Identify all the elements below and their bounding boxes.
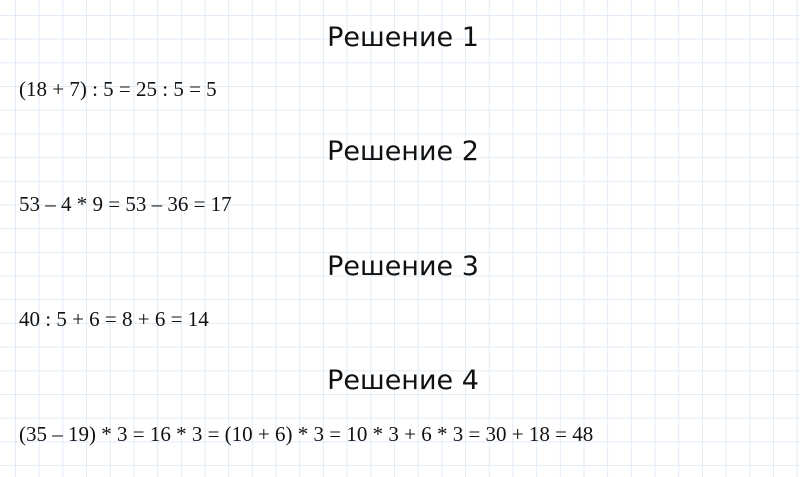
solution-1-equation: (18 + 7) : 5 = 25 : 5 = 5 bbox=[19, 77, 217, 101]
solution-4-equation: (35 – 19) * 3 = 16 * 3 = (10 + 6) * 3 = … bbox=[19, 422, 594, 446]
solution-3-title: Решение 3 bbox=[327, 251, 479, 282]
solution-2-equation: 53 – 4 * 9 = 53 – 36 = 17 bbox=[19, 192, 232, 216]
solution-3-equation: 40 : 5 + 6 = 8 + 6 = 14 bbox=[19, 307, 209, 331]
solution-2-title: Решение 2 bbox=[327, 136, 479, 167]
solution-1-title: Решение 1 bbox=[327, 22, 479, 53]
solution-4-title: Решение 4 bbox=[327, 365, 479, 396]
